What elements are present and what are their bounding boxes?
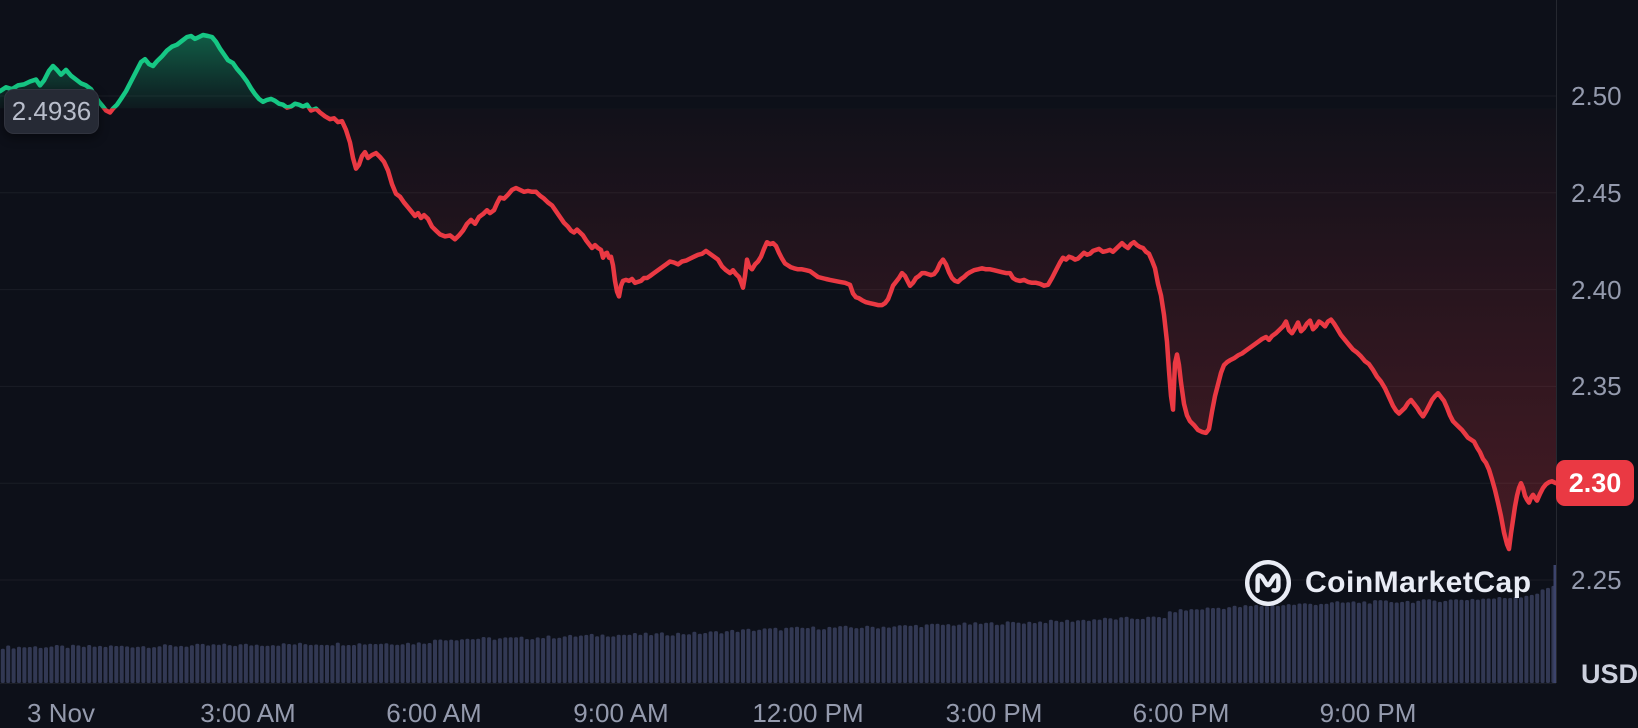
x-axis-label: 12:00 PM bbox=[752, 698, 864, 728]
currency-unit-label: USD bbox=[1581, 659, 1638, 689]
gridlines bbox=[0, 0, 1557, 684]
x-axis-label: 3 Nov bbox=[27, 698, 95, 728]
y-axis-label: 2.25 bbox=[1571, 565, 1622, 595]
current-price-value: 2.30 bbox=[1568, 467, 1622, 498]
price-line-down bbox=[101, 108, 1559, 552]
baseline-price-tooltip: 2.4936 bbox=[4, 89, 99, 134]
y-axis-label: 2.40 bbox=[1571, 274, 1622, 305]
x-axis-label: 6:00 AM bbox=[386, 698, 482, 728]
volume-bars bbox=[0, 565, 1556, 683]
x-axis-label: 9:00 PM bbox=[1319, 698, 1417, 728]
y-axis-label: 2.45 bbox=[1571, 177, 1622, 208]
x-axis-label: 6:00 PM bbox=[1132, 698, 1230, 728]
current-price-badge: 2.30 bbox=[1556, 460, 1634, 507]
baseline-price-value: 2.4936 bbox=[11, 96, 92, 126]
y-axis-label: 2.35 bbox=[1571, 371, 1622, 402]
y-axis-label: 2.50 bbox=[1571, 81, 1622, 111]
x-axis-label: 9:00 AM bbox=[573, 698, 669, 728]
area-below-baseline bbox=[0, 108, 1556, 549]
x-axis-label: 3:00 PM bbox=[945, 698, 1043, 728]
x-axis-label: 3:00 AM bbox=[200, 698, 296, 728]
